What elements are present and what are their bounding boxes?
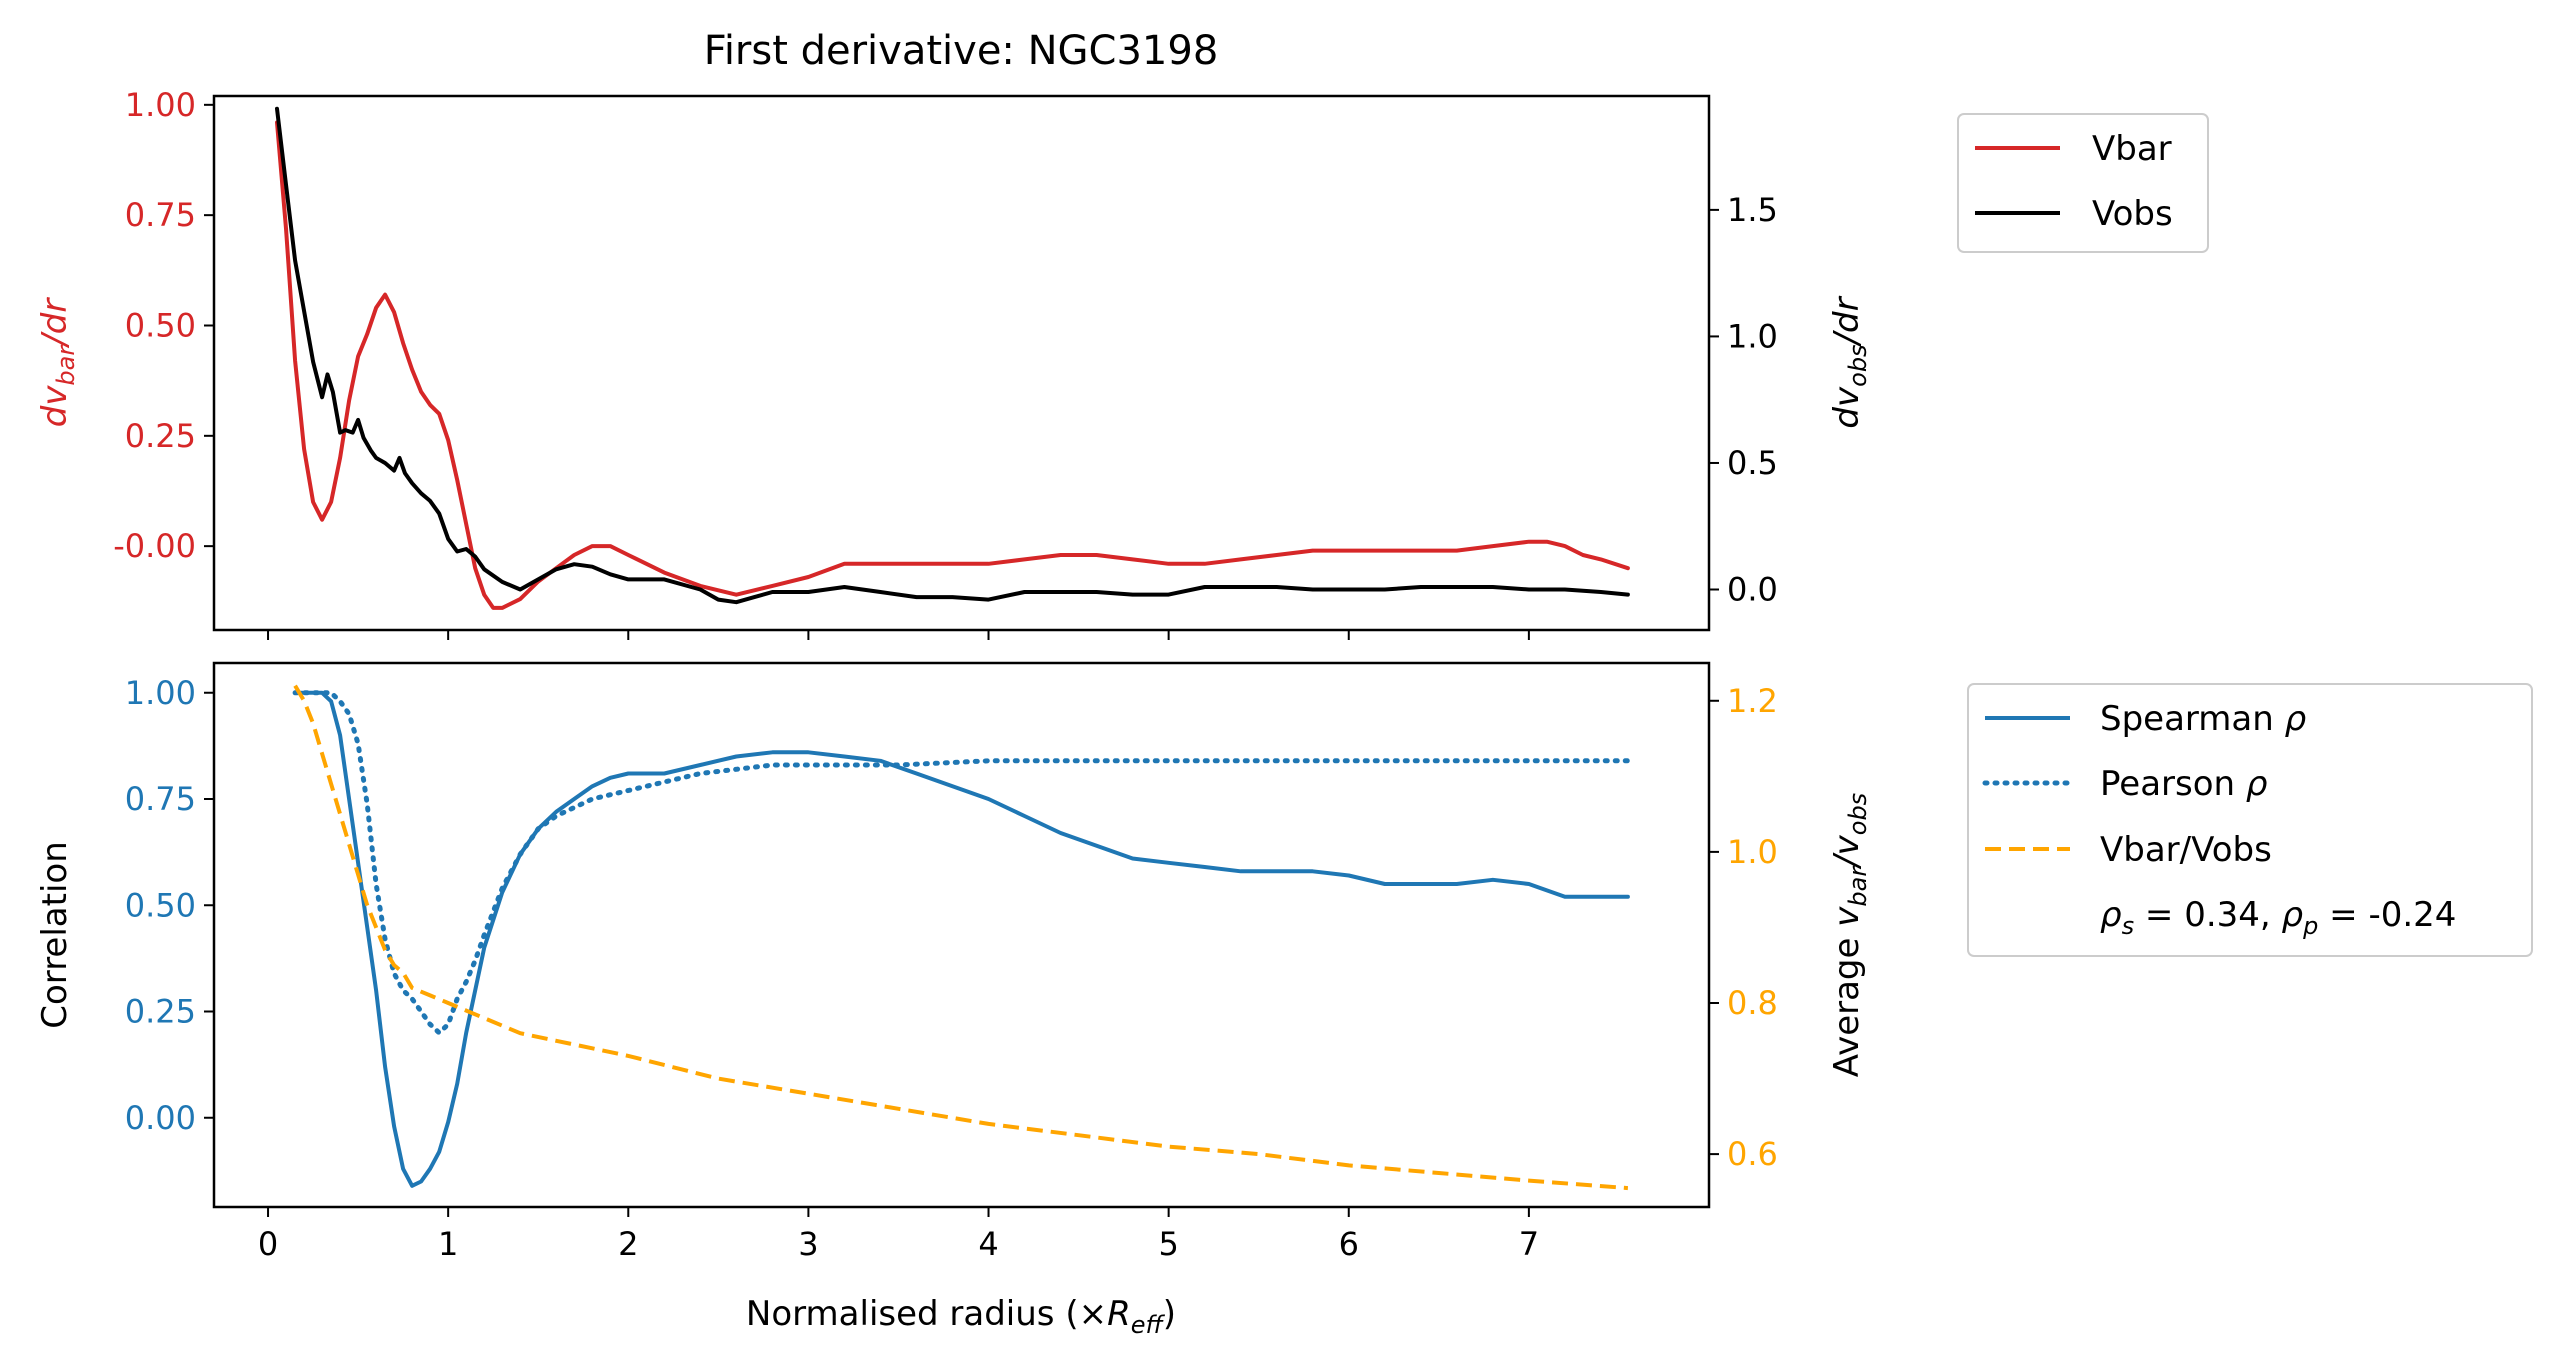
top-series-group bbox=[275, 106, 1630, 610]
legend-label-vobs: Vobs bbox=[2092, 194, 2173, 234]
y-left-tick-label: 1.00 bbox=[125, 674, 196, 712]
y-left-tick-label: 0.00 bbox=[125, 1099, 196, 1137]
legend-annotation-correlations: ρs = 0.34, ρp = -0.24 bbox=[2100, 895, 2456, 940]
legend-label-vbar: Vbar bbox=[2092, 129, 2172, 169]
y-left-tick-label: 0.75 bbox=[125, 196, 196, 234]
chart-title: First derivative: NGC3198 bbox=[704, 28, 1219, 74]
bottom-series-group bbox=[292, 684, 1631, 1191]
x-tick-label: 0 bbox=[258, 1225, 278, 1263]
series-line-spearman bbox=[293, 690, 1630, 1188]
x-tick-label: 2 bbox=[618, 1225, 638, 1263]
bottom-ticks-group: 0 1 2 3 4 5 6 7 0.00 0.25 0.50 0.75 1.00 0.6 0.8 1.0 1.2 bbox=[125, 674, 1778, 1263]
x-tick-label: 7 bbox=[1519, 1225, 1539, 1263]
top-right-axis-label: dvobs/dr bbox=[1827, 295, 1872, 428]
series-line-vbar bbox=[275, 120, 1630, 610]
y-left-tick-label: 1.00 bbox=[125, 86, 196, 124]
bottom-left-axis-label: Correlation bbox=[35, 841, 75, 1028]
bottom-panel: 0 1 2 3 4 5 6 7 0.00 0.25 0.50 0.75 1.00 0.6 0.8 1.0 1.2… bbox=[35, 661, 1872, 1339]
top-legend: Vbar Vobs bbox=[1957, 113, 2209, 253]
y-right-tick-label: 1.0 bbox=[1727, 317, 1778, 355]
bottom-legend-frame bbox=[1967, 683, 2533, 957]
x-tick-label: 4 bbox=[978, 1225, 998, 1263]
y-left-tick-label: 0.25 bbox=[125, 993, 196, 1031]
y-right-tick-label: 0.6 bbox=[1727, 1135, 1778, 1173]
top-panel: -0.00 0.25 0.50 0.75 1.00 0.0 0.5 1.0 1.5 dvbar/… bbox=[35, 86, 1872, 640]
legend-label-ratio: Vbar/Vobs bbox=[2100, 830, 2272, 870]
y-right-tick-label: 1.5 bbox=[1727, 191, 1778, 229]
x-tick-label: 5 bbox=[1158, 1225, 1178, 1263]
y-right-tick-label: 0.0 bbox=[1727, 571, 1778, 609]
series-line-pearson bbox=[292, 690, 1631, 1036]
y-left-tick-label: -0.00 bbox=[113, 527, 196, 565]
y-left-tick-label: 0.25 bbox=[125, 417, 196, 455]
x-tick-label: 1 bbox=[438, 1225, 458, 1263]
y-left-tick-label: 0.50 bbox=[125, 886, 196, 924]
bottom-right-axis-label: Average vbar/vobs bbox=[1827, 793, 1872, 1077]
bottom-axes-frame bbox=[212, 661, 1711, 1209]
x-tick-label: 3 bbox=[798, 1225, 818, 1263]
top-left-axis-label: dvbar/dr bbox=[35, 297, 80, 428]
y-left-tick-label: 0.50 bbox=[125, 306, 196, 344]
y-right-tick-label: 1.2 bbox=[1727, 682, 1778, 720]
x-tick-label: 6 bbox=[1339, 1225, 1359, 1263]
series-line-vobs bbox=[275, 106, 1630, 605]
legend-label-spearman: Spearman ρ bbox=[2100, 699, 2307, 739]
y-right-tick-label: 1.0 bbox=[1727, 833, 1778, 871]
legend-label-pearson: Pearson ρ bbox=[2100, 764, 2268, 804]
x-axis-label: Normalised radius (×Reff) bbox=[746, 1294, 1176, 1339]
series-line-vbar-vobs bbox=[293, 684, 1629, 1191]
y-left-tick-label: 0.75 bbox=[125, 780, 196, 818]
top-ticks-group: -0.00 0.25 0.50 0.75 1.00 0.0 0.5 1.0 1.5 bbox=[113, 86, 1778, 640]
y-right-tick-label: 0.5 bbox=[1727, 444, 1778, 482]
bottom-legend: Spearman ρ Pearson ρ Vbar/Vobs ρs = 0.34… bbox=[1967, 683, 2533, 957]
top-axes-frame bbox=[212, 94, 1711, 632]
y-right-tick-label: 0.8 bbox=[1727, 984, 1778, 1022]
